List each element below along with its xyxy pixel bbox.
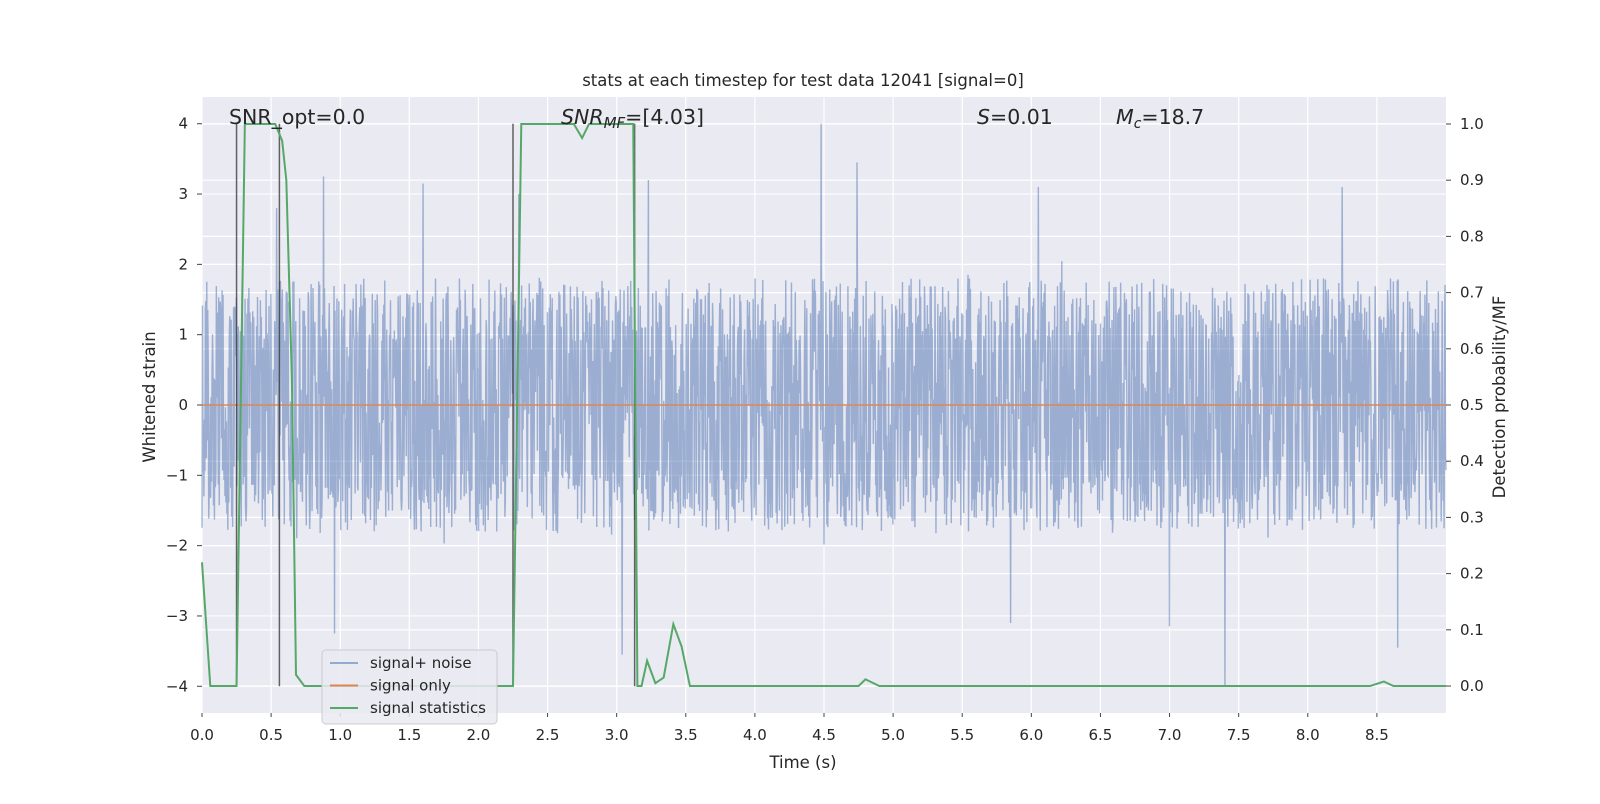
- y-tick-label-left: −2: [166, 537, 188, 555]
- x-tick-label: 5.0: [881, 726, 905, 744]
- x-tick-label: 0.0: [190, 726, 214, 744]
- x-tick-label: 1.0: [328, 726, 352, 744]
- y-tick-label-left: 2: [178, 255, 188, 273]
- y-tick-label-left: −3: [166, 607, 188, 625]
- x-tick-label: 8.0: [1296, 726, 1320, 744]
- x-tick-label: 0.5: [259, 726, 283, 744]
- x-axis-label: Time (s): [768, 753, 836, 772]
- chart-title: stats at each timestep for test data 120…: [582, 71, 1024, 90]
- y-tick-label-left: −4: [166, 677, 188, 695]
- legend-box: [321, 649, 498, 725]
- legend-label: signal statistics: [370, 699, 486, 717]
- x-tick-label: 2.5: [536, 726, 560, 744]
- legend: signal+ noise signal only signal statistic…: [321, 649, 498, 725]
- y-axis-label-left: Whitened strain: [140, 331, 159, 462]
- y-tick-label-right: 0.2: [1460, 565, 1484, 583]
- x-tick-label: 1.5: [397, 726, 421, 744]
- annotation-snr-mf: SNRMF=[4.03]: [561, 105, 704, 132]
- x-tick-label: 4.5: [812, 726, 836, 744]
- y-tick-label-left: 3: [178, 185, 188, 203]
- x-tick-label: 3.5: [674, 726, 698, 744]
- x-tick-label: 7.5: [1227, 726, 1251, 744]
- x-tick-label: 8.5: [1365, 726, 1389, 744]
- x-tick-label: 7.0: [1158, 726, 1182, 744]
- y-tick-label-left: −1: [166, 466, 188, 484]
- x-tick-label: 4.0: [743, 726, 767, 744]
- legend-label: signal only: [370, 677, 451, 695]
- series-signal-noise: [201, 123, 1447, 687]
- y-tick-label-left: 1: [178, 326, 188, 344]
- y-tick-label-right: 0.3: [1460, 508, 1484, 526]
- x-tick-label: 3.0: [605, 726, 629, 744]
- y-tick-label-right: 0.6: [1460, 340, 1484, 358]
- y-axis-label-right: Detection probability/MF: [1490, 296, 1509, 499]
- y-tick-label-right: 0.5: [1460, 396, 1484, 414]
- y-tick-label-right: 1.0: [1460, 115, 1484, 133]
- y-tick-label-right: 0.8: [1460, 227, 1484, 245]
- x-tick-label: 2.0: [467, 726, 491, 744]
- annotation-s-value: S=0.01: [977, 105, 1053, 129]
- y-tick-label-left: 4: [178, 115, 188, 133]
- plot-area: 0.0 0.5 1.0 1.5 2.0 2.5 3.0 3.5 4.0 4.5 5.0 5.5 6.0 6…: [166, 97, 1484, 744]
- x-tick-label: 6.5: [1089, 726, 1113, 744]
- y-tick-label-right: 0.4: [1460, 452, 1484, 470]
- y-tick-label-right: 0.1: [1460, 621, 1484, 639]
- legend-label: signal+ noise: [370, 654, 472, 672]
- x-tick-label: 6.0: [1019, 726, 1043, 744]
- y-tick-label-right: 0.7: [1460, 284, 1484, 302]
- x-tick-label: 5.5: [950, 726, 974, 744]
- y-tick-label-left: 0: [178, 396, 188, 414]
- series-signal-statistics: [201, 122, 1446, 688]
- y-tick-label-right: 0.9: [1460, 171, 1484, 189]
- annotation-snr-opt: SNR_opt=0.0: [229, 105, 365, 130]
- y-tick-label-right: 0.0: [1460, 677, 1484, 695]
- annotation-mc-value: Mc=18.7: [1116, 105, 1204, 132]
